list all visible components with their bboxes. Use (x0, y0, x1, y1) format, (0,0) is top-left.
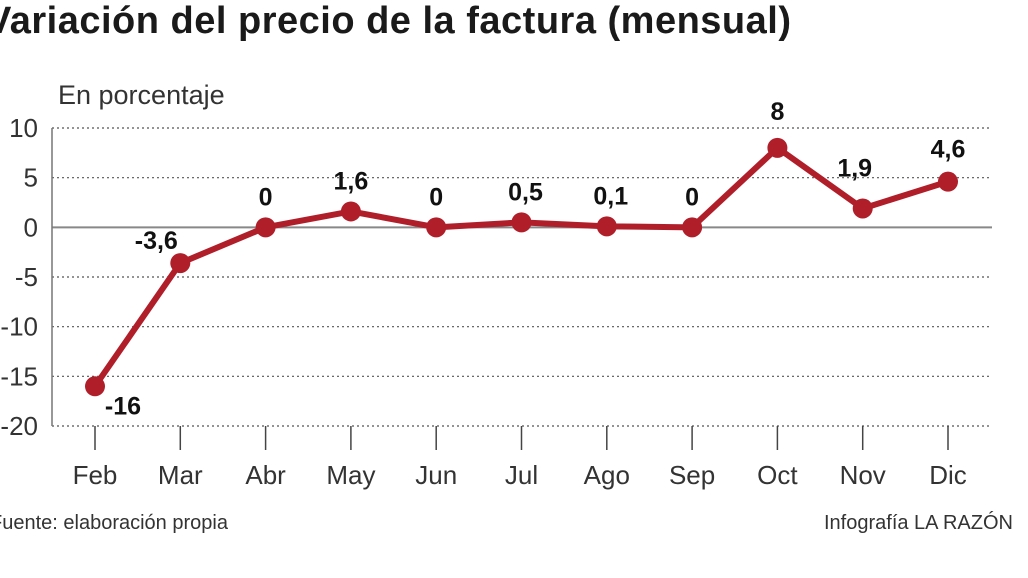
y-tick-label: -5 (15, 262, 38, 292)
y-axis-ticks: 10 5 0 -5 -10 -15 -20 (0, 113, 38, 441)
data-points-layer (85, 137, 958, 397)
x-tick-label: Mar (158, 460, 203, 490)
y-tick-label: 5 (24, 163, 38, 193)
y-tick-label: -15 (0, 361, 38, 391)
data-label: 0 (685, 183, 699, 211)
data-label: -16 (105, 392, 141, 420)
x-tick-label: Jul (505, 460, 538, 490)
data-point (511, 212, 532, 233)
data-label: 1,9 (837, 154, 872, 182)
data-point (85, 376, 105, 397)
x-tick-label: Sep (669, 460, 715, 490)
x-tick-label: Feb (73, 460, 118, 490)
data-point (767, 137, 788, 158)
x-tick-label: Nov (840, 460, 886, 490)
data-point (596, 216, 617, 237)
data-label: 4,6 (931, 136, 966, 164)
x-tick-label: Dic (929, 460, 967, 490)
data-point (340, 201, 361, 222)
data-point (682, 217, 703, 238)
x-tick-label: Ago (584, 460, 630, 490)
data-point (170, 253, 191, 274)
y-axis-unit-label: En porcentaje (58, 80, 225, 110)
data-label: 0,5 (508, 178, 543, 206)
x-tick-label: Abr (245, 460, 286, 490)
data-label: 0 (429, 183, 443, 211)
x-axis-ticks: Feb Mar Abr May Jun Jul Ago Sep Oct Nov Dic (73, 426, 967, 490)
x-tick-label: May (326, 460, 375, 490)
data-point (938, 171, 958, 192)
data-label: 1,6 (334, 167, 369, 195)
data-label: 0 (259, 183, 273, 211)
data-label: 0,1 (593, 182, 628, 210)
y-tick-label: 0 (24, 212, 38, 242)
data-label: -3,6 (135, 227, 178, 255)
credit-note: Infografía LA RAZÓN (824, 512, 1013, 534)
x-tick-label: Oct (757, 460, 798, 490)
source-note: Fuente: elaboración propia (0, 512, 228, 534)
data-label: 8 (770, 98, 784, 126)
data-labels-layer: -16 -3,6 0 1,6 0 0,5 0,1 0 8 1,9 4,6 (105, 98, 965, 420)
y-tick-label: -10 (0, 312, 38, 342)
data-point (255, 217, 276, 238)
data-point (852, 198, 873, 219)
y-tick-label: -20 (0, 411, 38, 441)
chart-title: Variación del precio de la factura (mens… (0, 0, 792, 42)
data-point (426, 217, 447, 238)
x-tick-label: Jun (415, 460, 457, 490)
y-tick-label: 10 (9, 113, 38, 143)
